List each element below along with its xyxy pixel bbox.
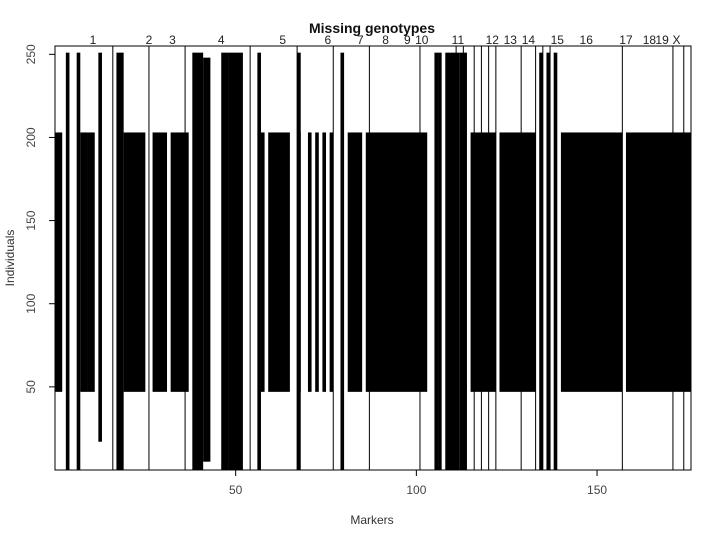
chromosome-label: 6 xyxy=(324,33,331,47)
chromosome-label: 12 xyxy=(486,33,500,47)
missing-block xyxy=(203,57,211,462)
missing-block xyxy=(123,132,146,392)
missing-block xyxy=(65,52,70,471)
chromosome-label: 2 xyxy=(146,33,153,47)
chromosome-label: X xyxy=(673,33,681,47)
chromosome-labels: 1 2 3 4 5 6 7 8 9 10 11 12 13 14 15 16 17 18 19 X xyxy=(90,33,681,47)
chromosome-label: 19 xyxy=(655,33,669,47)
missing-block xyxy=(365,132,428,392)
y-tick-label: 150 xyxy=(24,210,38,230)
chromosome-label: 13 xyxy=(504,33,518,47)
y-tick-label: 200 xyxy=(24,127,38,147)
chromosome-label: 14 xyxy=(522,33,536,47)
chromosome-label: 18 xyxy=(643,33,657,47)
chromosome-label: 10 xyxy=(415,33,429,47)
chromosome-label: 16 xyxy=(580,33,594,47)
x-tick-label: 100 xyxy=(406,483,426,497)
missing-block xyxy=(438,52,442,471)
missing-block xyxy=(257,52,261,471)
chromosome-label: 7 xyxy=(357,33,364,47)
missing-block xyxy=(80,132,88,392)
y-tick-label: 250 xyxy=(24,44,38,64)
missing-block xyxy=(152,132,168,392)
plot-frame xyxy=(54,45,692,471)
missing-block xyxy=(546,52,551,471)
chromosome-label: 5 xyxy=(279,33,286,47)
missing-block xyxy=(445,52,453,471)
missing-block xyxy=(539,52,543,471)
missing-block xyxy=(347,132,363,392)
missing-block xyxy=(260,132,265,392)
missing-block xyxy=(322,132,327,392)
missing-block xyxy=(553,52,558,471)
x-tick-label: 150 xyxy=(587,483,607,497)
y-tick-label: 50 xyxy=(24,380,38,394)
chromosome-label: 4 xyxy=(218,33,225,47)
missing-block xyxy=(221,52,229,471)
y-axis-title: Individuals xyxy=(3,230,17,287)
missing-block xyxy=(116,52,124,471)
missing-block xyxy=(98,52,102,442)
x-tick-label: 50 xyxy=(229,483,243,497)
chromosome-label: 3 xyxy=(169,33,176,47)
chromosome-boundaries xyxy=(112,46,685,470)
missing-block xyxy=(452,52,457,471)
missing-block xyxy=(87,132,95,392)
missing-block xyxy=(560,132,623,392)
missing-block xyxy=(192,52,204,471)
chromosome-label: 9 xyxy=(404,33,411,47)
missing-block xyxy=(55,132,63,392)
x-axis: 50 100 150 xyxy=(229,470,607,497)
chromosome-label: 17 xyxy=(619,33,633,47)
chromosome-label: 8 xyxy=(382,33,389,47)
missing-block xyxy=(307,132,312,392)
missing-block xyxy=(329,132,334,392)
missing-block xyxy=(76,52,81,471)
missing-blocks xyxy=(55,52,691,471)
missing-block xyxy=(499,132,536,392)
x-axis-title: Markers xyxy=(350,513,393,527)
chromosome-label: 11 xyxy=(452,33,465,47)
missing-block xyxy=(456,52,460,471)
missing-block xyxy=(434,52,439,471)
y-tick-label: 100 xyxy=(24,293,38,313)
chart-title: Missing genotypes xyxy=(309,20,435,36)
missing-block xyxy=(470,132,496,392)
chromosome-label: 15 xyxy=(551,33,565,47)
missing-block xyxy=(268,132,290,392)
missing-block xyxy=(228,52,243,471)
missing-block xyxy=(625,132,691,392)
missing-block xyxy=(297,52,301,471)
missing-block xyxy=(315,132,319,392)
missing-block xyxy=(170,132,189,392)
y-axis: 50 100 150 200 250 xyxy=(24,44,55,394)
missing-block xyxy=(340,52,345,471)
chromosome-label: 1 xyxy=(90,33,97,47)
